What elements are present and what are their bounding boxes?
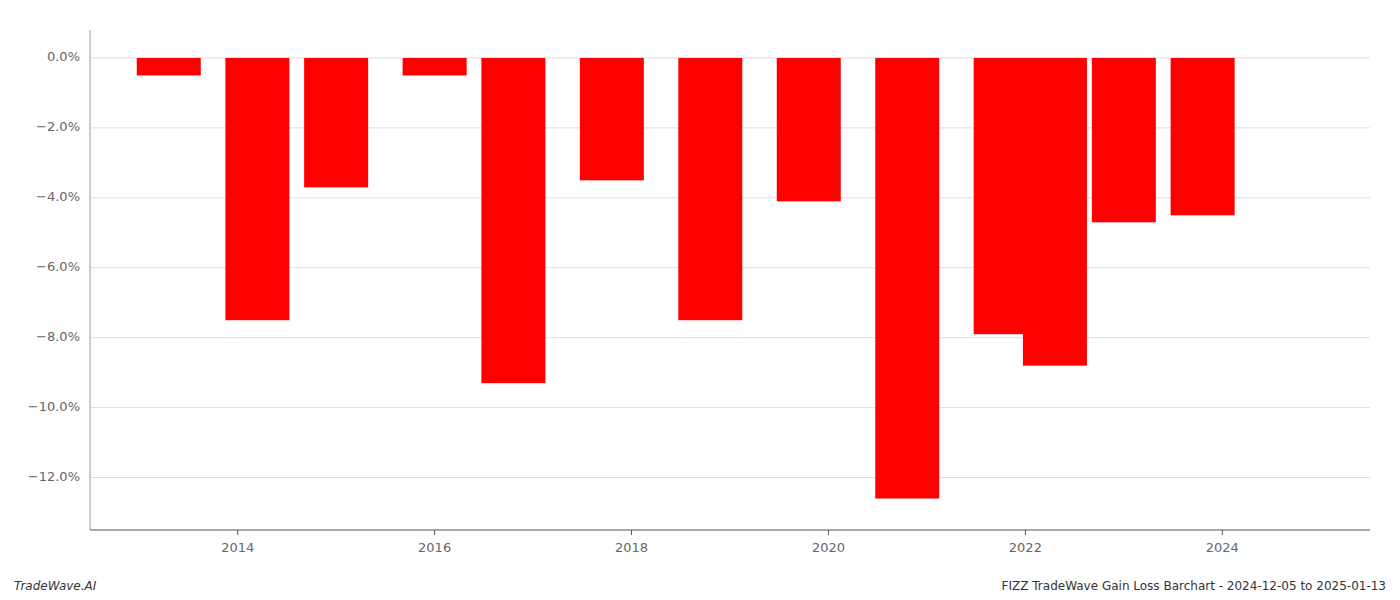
y-tick-label: 0.0%: [47, 49, 80, 64]
y-axis-line: [90, 30, 91, 530]
y-ticks: 0.0% −2.0% −4.0% −6.0% −8.0% −10.0% −12.0%: [28, 49, 80, 484]
x-tick-label: 2020: [812, 540, 845, 555]
y-tick-label: −4.0%: [36, 189, 80, 204]
watermark: TradeWave.AI: [14, 579, 97, 593]
bar: [403, 58, 467, 75]
y-tick-label: −10.0%: [28, 399, 80, 414]
x-tick-label: 2018: [615, 540, 648, 555]
bar: [137, 58, 201, 75]
bar: [1092, 58, 1156, 222]
x-tick-label: 2024: [1206, 540, 1239, 555]
x-tick: [828, 530, 829, 535]
grid: [90, 58, 1370, 478]
grid-line: [90, 407, 1370, 408]
x-tick: [631, 530, 632, 535]
y-tick-label: −8.0%: [36, 329, 80, 344]
x-tick: [1222, 530, 1223, 535]
x-tick: [434, 530, 435, 535]
x-axis-line: [90, 529, 1370, 530]
bar: [1023, 58, 1087, 366]
bar: [678, 58, 742, 320]
x-tick: [1025, 530, 1026, 535]
x-tick-label: 2014: [221, 540, 254, 555]
grid-line: [90, 477, 1370, 478]
bar: [481, 58, 545, 383]
bar: [777, 58, 841, 201]
x-tick-label: 2016: [418, 540, 451, 555]
chart: 0.0% −2.0% −4.0% −6.0% −8.0% −10.0% −12.0% 2014…: [0, 0, 1400, 600]
y-tick-label: −6.0%: [36, 259, 80, 274]
bar: [304, 58, 368, 187]
bar: [225, 58, 289, 320]
bar: [580, 58, 644, 180]
x-tick-label: 2022: [1009, 540, 1042, 555]
bar: [875, 58, 939, 499]
grid-line: [90, 337, 1370, 338]
page: {"chart_data": { "type": "bar", "title":…: [0, 0, 1400, 600]
x-ticks: 2014 2016 2018 2020 2022 2024: [221, 530, 1239, 555]
bars: [137, 58, 1235, 499]
x-tick: [237, 530, 238, 535]
y-tick-label: −2.0%: [36, 119, 80, 134]
y-tick-label: −12.0%: [28, 469, 80, 484]
title: FIZZ TradeWave Gain Loss Barchart - 2024…: [1002, 579, 1386, 593]
bar: [1171, 58, 1235, 215]
